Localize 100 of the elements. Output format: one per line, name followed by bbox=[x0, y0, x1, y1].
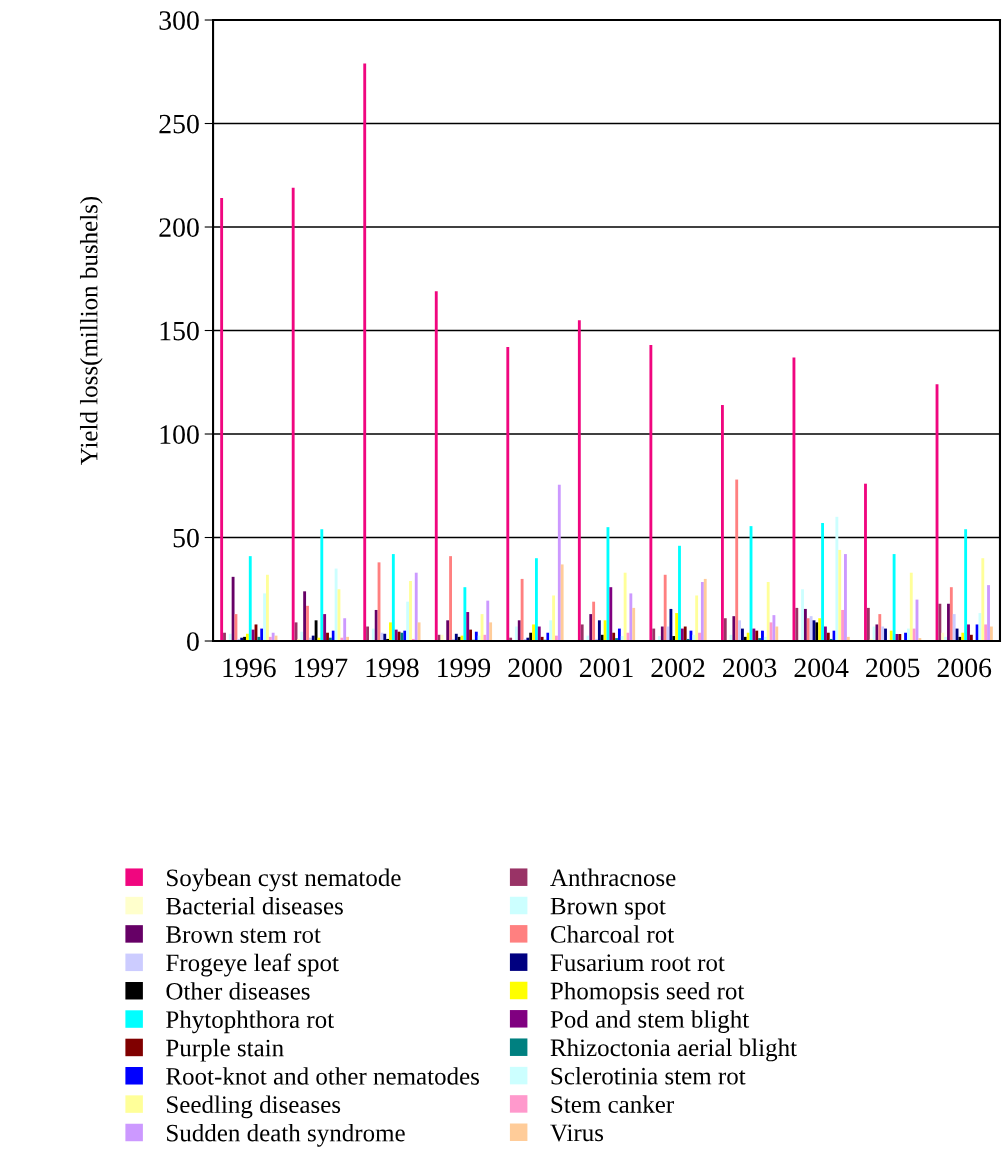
bar bbox=[878, 614, 882, 642]
bar bbox=[406, 601, 410, 642]
x-tick-label: 2003 bbox=[723, 658, 777, 678]
bar bbox=[947, 603, 950, 642]
y-tick-label: 200 bbox=[159, 218, 199, 237]
legend-label: Rhizoctonia aerial blight bbox=[550, 1038, 797, 1062]
bar bbox=[981, 558, 985, 642]
legend-label: Other diseases bbox=[166, 982, 310, 1000]
bar bbox=[987, 585, 990, 642]
x-tick-label: 1996 bbox=[223, 658, 276, 678]
bar bbox=[818, 618, 822, 642]
bar bbox=[434, 291, 438, 642]
bar bbox=[669, 608, 673, 642]
bar bbox=[738, 620, 742, 642]
bar bbox=[609, 587, 613, 642]
legend-label: Soybean cyst nematode bbox=[167, 868, 401, 892]
bar bbox=[534, 558, 538, 642]
bar bbox=[532, 624, 535, 642]
y-tick-label: 250 bbox=[159, 114, 199, 134]
legend-label: Sudden death syndrome bbox=[167, 1123, 405, 1147]
bar bbox=[391, 554, 395, 642]
bar bbox=[549, 620, 553, 642]
bar bbox=[263, 593, 266, 642]
bar bbox=[306, 605, 309, 642]
legend-label: Sclerotinia stem rot bbox=[551, 1067, 746, 1085]
legend-label: Phomopsis seed rot bbox=[550, 981, 745, 1005]
bar bbox=[649, 345, 653, 642]
bar bbox=[557, 484, 561, 642]
legend-label: Root-knot and other nematodes bbox=[166, 1067, 479, 1085]
y-tick-label: 0 bbox=[187, 632, 199, 651]
x-tick-label: 2001 bbox=[579, 658, 633, 678]
bar bbox=[803, 608, 807, 642]
y-tick-label: 150 bbox=[160, 321, 199, 341]
bar bbox=[552, 595, 556, 642]
bar bbox=[580, 624, 584, 642]
x-tick-label: 2004 bbox=[794, 658, 849, 678]
y-axis-title: Yield loss(million bushels) bbox=[79, 196, 103, 465]
legend-label: Charcoal rot bbox=[550, 925, 675, 943]
x-tick-label: 1998 bbox=[366, 658, 419, 678]
bar bbox=[517, 620, 521, 642]
bar bbox=[652, 628, 656, 642]
bar bbox=[251, 629, 255, 642]
bar bbox=[617, 628, 621, 642]
legend-label: Bacterial diseases bbox=[166, 896, 343, 915]
bar bbox=[520, 578, 524, 642]
x-tick-label: 1999 bbox=[438, 658, 491, 678]
bar bbox=[417, 622, 421, 642]
legend-label: Frogeye leaf spot bbox=[166, 953, 339, 977]
bar bbox=[537, 626, 541, 642]
bar bbox=[703, 578, 707, 642]
bar bbox=[303, 591, 307, 642]
bar bbox=[632, 607, 636, 642]
bar bbox=[823, 626, 827, 642]
bar bbox=[589, 614, 593, 642]
bar bbox=[732, 616, 736, 642]
bar bbox=[248, 556, 252, 642]
bar bbox=[835, 516, 839, 642]
bar bbox=[577, 320, 581, 642]
legend-label: Fusarium root rot bbox=[550, 954, 725, 972]
x-tick-label: 2002 bbox=[651, 658, 705, 678]
bar bbox=[938, 603, 942, 642]
bar bbox=[446, 620, 450, 642]
bar bbox=[291, 187, 295, 642]
bar bbox=[723, 618, 727, 642]
bar bbox=[603, 620, 607, 642]
bar bbox=[678, 545, 681, 642]
bar bbox=[775, 626, 779, 642]
bar bbox=[629, 593, 633, 642]
bar bbox=[469, 629, 473, 642]
bar bbox=[892, 554, 896, 642]
bar bbox=[866, 607, 870, 642]
legend-label: Anthracnose bbox=[550, 868, 676, 887]
bar bbox=[741, 628, 744, 642]
bar bbox=[772, 615, 776, 642]
bar bbox=[663, 574, 667, 642]
legend-label: Pod and stem blight bbox=[550, 1010, 750, 1033]
bar bbox=[844, 554, 847, 642]
bar bbox=[889, 630, 893, 642]
bar bbox=[414, 572, 418, 642]
legend-label: Brown stem rot bbox=[166, 926, 321, 943]
legend-label: Virus bbox=[550, 1124, 604, 1142]
bar bbox=[795, 607, 799, 642]
legend-label: Brown spot bbox=[550, 897, 666, 920]
bar bbox=[906, 628, 910, 642]
bar bbox=[409, 580, 412, 642]
bar bbox=[967, 624, 970, 642]
bar bbox=[320, 529, 324, 642]
x-tick-label: 1997 bbox=[295, 658, 348, 678]
bar bbox=[260, 628, 264, 642]
bar bbox=[838, 549, 842, 642]
bar bbox=[964, 529, 968, 642]
y-tick-label: 100 bbox=[160, 425, 199, 444]
bar bbox=[909, 572, 913, 642]
bar bbox=[220, 198, 224, 642]
bar bbox=[623, 572, 627, 642]
bar bbox=[466, 612, 470, 642]
bar bbox=[489, 622, 493, 642]
legend-label: Seedling diseases bbox=[167, 1095, 341, 1119]
bar bbox=[912, 628, 916, 642]
bar bbox=[766, 582, 770, 642]
